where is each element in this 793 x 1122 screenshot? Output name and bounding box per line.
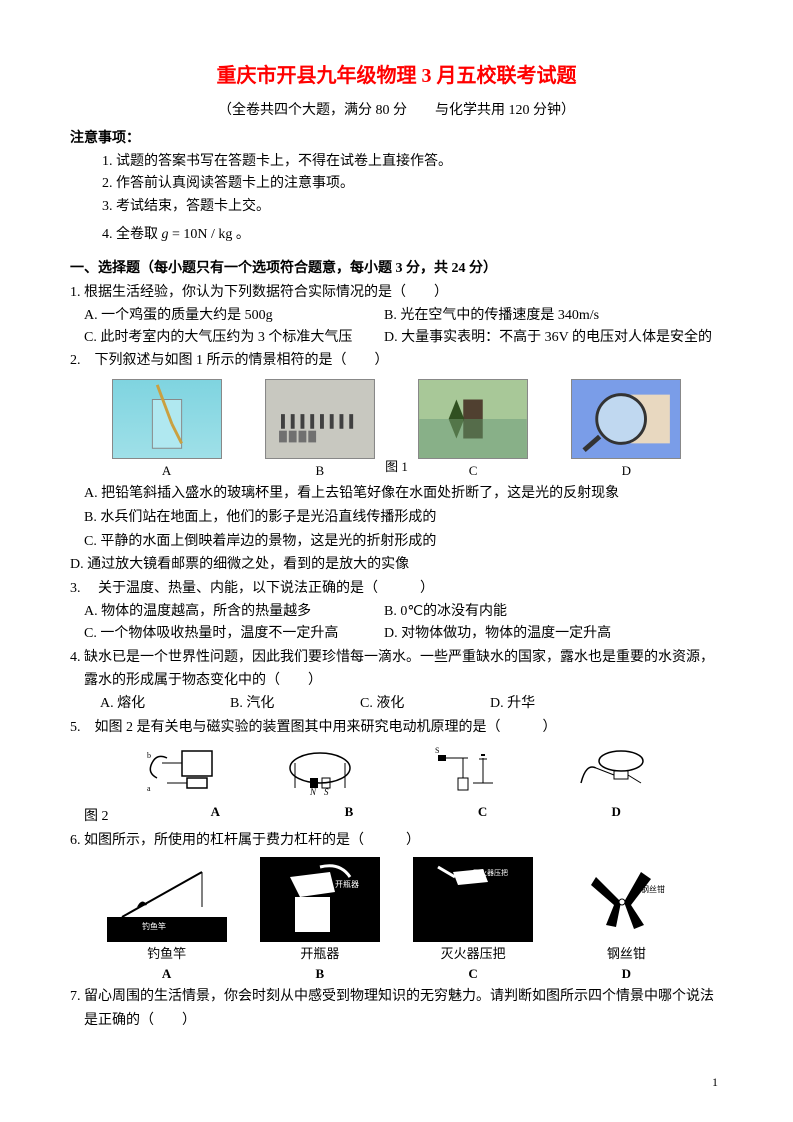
exam-title: 重庆市开县九年级物理 3 月五校联考试题 bbox=[70, 60, 723, 92]
q6-letter-labels: A B C D bbox=[70, 964, 723, 985]
q6-name-d: 钢丝钳 bbox=[566, 944, 686, 965]
svg-text:N: N bbox=[309, 787, 317, 797]
q6-fig-d-pliers: 钢丝钳 bbox=[566, 857, 686, 942]
q3-option-b: B. 0℃的冰没有内能 bbox=[384, 601, 723, 623]
svg-text:S: S bbox=[435, 746, 439, 755]
notice-item-4: 4. 全卷取 g = 10N / kg 。 bbox=[70, 224, 723, 246]
section-1-header: 一、选择题（每小题只有一个选项符合题意，每小题 3 分，共 24 分） bbox=[70, 258, 723, 280]
notice-header: 注意事项： bbox=[70, 128, 723, 150]
q2-figure-labels: A B图 1 C D bbox=[70, 461, 723, 482]
q6-name-a: 钓鱼竿 bbox=[107, 944, 227, 965]
q6-fig-a-fishing: 钓鱼竿 bbox=[107, 857, 227, 942]
q3-option-c: C. 一个物体吸收热量时，温度不一定升高 bbox=[84, 623, 384, 645]
q6-name-labels: 钓鱼竿 开瓶器 灭火器压把 钢丝钳 bbox=[70, 944, 723, 965]
q1-option-b: B. 光在空气中的传播速度是 340m/s bbox=[384, 305, 723, 327]
q5-label-d: D bbox=[571, 802, 661, 828]
q5-fig-b: NS bbox=[280, 743, 370, 798]
q2-fig-b-sailors bbox=[265, 379, 375, 459]
q4-option-d: D. 升华 bbox=[490, 693, 620, 715]
q5-label-c: C bbox=[438, 802, 528, 828]
q5-figure-caption: 图 2 bbox=[70, 806, 109, 828]
q2-fig-a-pencil-glass bbox=[112, 379, 222, 459]
q2-fig-c-reflection bbox=[418, 379, 528, 459]
q4-stem-2: 露水的形成属于物态变化中的（ ） bbox=[70, 669, 723, 693]
q6-fig-c-extinguisher: 灭火器压把 bbox=[413, 857, 533, 942]
q4-option-b: B. 汽化 bbox=[230, 693, 360, 715]
q5-fig-a: ba bbox=[137, 743, 227, 798]
q1-stem: 1. 根据生活经验，你认为下列数据符合实际情况的是（ ） bbox=[70, 281, 723, 305]
q1-option-c: C. 此时考室内的大气压约为 3 个标准大气压 bbox=[84, 327, 384, 349]
exam-subtitle: （全卷共四个大题，满分 80 分 与化学共用 120 分钟） bbox=[70, 100, 723, 122]
svg-text:钓鱼竿: 钓鱼竿 bbox=[142, 921, 166, 931]
q6-fig-b-opener: 开瓶器 bbox=[260, 857, 380, 942]
notice-item-1: 1. 试题的答案书写在答题卡上，不得在试卷上直接作答。 bbox=[70, 151, 723, 173]
q2-figure-row bbox=[70, 379, 723, 459]
q3-stem: 3. 关于温度、热量、内能，以下说法正确的是（ ） bbox=[70, 577, 723, 601]
q5-label-b: B bbox=[304, 802, 394, 828]
q2-label-b: B图 1 bbox=[265, 461, 375, 482]
q2-figure-caption: 图 1 bbox=[385, 457, 408, 478]
q2-fig-d-magnifier bbox=[571, 379, 681, 459]
q2-option-c: C. 平静的水面上倒映着岸边的景物，这是光的折射形成的 bbox=[70, 530, 723, 554]
svg-text:b: b bbox=[147, 751, 151, 760]
svg-text:a: a bbox=[147, 784, 151, 793]
page-number: 1 bbox=[712, 1073, 718, 1092]
q6-label-a: A bbox=[107, 964, 227, 985]
q4-stem-1: 4. 缺水已是一个世界性问题，因此我们要珍惜每一滴水。一些严重缺水的国家，露水也… bbox=[70, 646, 723, 670]
svg-text:开瓶器: 开瓶器 bbox=[335, 879, 359, 889]
q5-figure-row: ba NS S bbox=[70, 743, 723, 798]
svg-text:S: S bbox=[324, 787, 329, 797]
q3-option-d: D. 对物体做功，物体的温度一定升高 bbox=[384, 623, 723, 645]
notice-item-3: 3. 考试结束，答题卡上交。 bbox=[70, 196, 723, 218]
q5-label-a: A bbox=[170, 802, 260, 828]
q4-option-a: A. 熔化 bbox=[100, 693, 230, 715]
q2-label-c: C bbox=[418, 461, 528, 482]
q1-option-d: D. 大量事实表明：不高于 36V 的电压对人体是安全的 bbox=[384, 327, 723, 349]
q7-stem-2: 是正确的（ ） bbox=[70, 1009, 723, 1033]
q1-option-a: A. 一个鸡蛋的质量大约是 500g bbox=[84, 305, 384, 327]
q2-option-a: A. 把铅笔斜插入盛水的玻璃杯里，看上去铅笔好像在水面处折断了，这是光的反射现象 bbox=[70, 482, 723, 506]
q5-fig-c: S bbox=[423, 743, 513, 798]
q5-fig-d bbox=[566, 743, 656, 798]
q2-option-b: B. 水兵们站在地面上，他们的影子是光沿直线传播形成的 bbox=[70, 506, 723, 530]
q2-option-d: D. 通过放大镜看邮票的细微之处，看到的是放大的实像 bbox=[70, 553, 723, 577]
q3-option-a: A. 物体的温度越高，所含的热量越多 bbox=[84, 601, 384, 623]
q5-stem: 5. 如图 2 是有关电与磁实验的装置图其中用来研究电动机原理的是（ ） bbox=[70, 716, 723, 740]
svg-text:钢丝钳: 钢丝钳 bbox=[641, 884, 665, 894]
q6-label-b: B bbox=[260, 964, 380, 985]
q2-stem: 2. 下列叙述与如图 1 所示的情景相符的是（ ） bbox=[70, 349, 723, 373]
q2-label-d: D bbox=[571, 461, 681, 482]
q6-name-c: 灭火器压把 bbox=[413, 944, 533, 965]
q4-option-c: C. 液化 bbox=[360, 693, 490, 715]
q2-label-a: A bbox=[112, 461, 222, 482]
q6-label-c: C bbox=[413, 964, 533, 985]
q6-stem: 6. 如图所示，所使用的杠杆属于费力杠杆的是（ ） bbox=[70, 829, 723, 853]
q6-label-d: D bbox=[566, 964, 686, 985]
svg-text:灭火器压把: 灭火器压把 bbox=[473, 868, 508, 877]
notice-item-2: 2. 作答前认真阅读答题卡上的注意事项。 bbox=[70, 173, 723, 195]
q6-name-b: 开瓶器 bbox=[260, 944, 380, 965]
q6-figure-row: 钓鱼竿 开瓶器 灭火器压把 钢丝钳 bbox=[70, 857, 723, 942]
q7-stem-1: 7. 留心周围的生活情景，你会时刻从中感受到物理知识的无穷魅力。请判断如图所示四… bbox=[70, 985, 723, 1009]
